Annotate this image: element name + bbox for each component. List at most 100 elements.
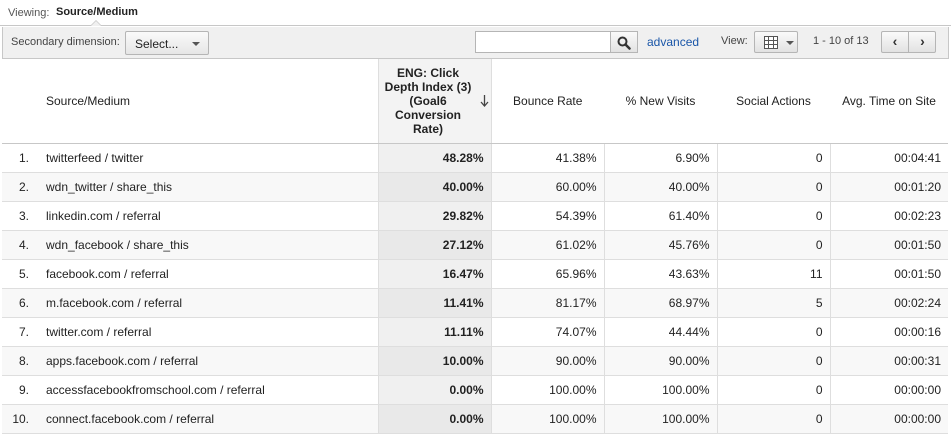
eng-click-depth-value: 11.41% <box>377 288 491 318</box>
social-actions-value: 0 <box>716 346 830 376</box>
header-source-medium[interactable]: Source/Medium <box>39 59 378 144</box>
viewing-caret-icon <box>90 20 102 26</box>
avg-time-value: 00:02:24 <box>829 288 948 318</box>
source-medium-link[interactable]: linkedin.com / referral <box>39 201 378 231</box>
table-row: 2. wdn_twitter / share_this 40.00% 60.00% 40… <box>2 172 948 202</box>
report-table: Source/Medium ENG: Click Depth Index (3)… <box>2 59 948 434</box>
bounce-rate-value: 81.17% <box>490 288 604 318</box>
social-actions-value: 0 <box>716 317 830 347</box>
table-row: 4. wdn_facebook / share_this 27.12% 61.02% 4… <box>2 230 948 260</box>
avg-time-value: 00:01:50 <box>829 259 948 289</box>
eng-click-depth-value: 0.00% <box>377 404 491 434</box>
table-row: 5. facebook.com / referral 16.47% 65.96% 43.… <box>2 259 948 289</box>
header-bounce-rate[interactable]: Bounce Rate <box>491 59 604 144</box>
avg-time-value: 00:01:50 <box>829 230 948 260</box>
viewing-label: Viewing: <box>8 7 50 19</box>
row-index: 7. <box>2 317 39 347</box>
source-medium-link[interactable]: facebook.com / referral <box>39 259 378 289</box>
social-actions-value: 5 <box>716 288 830 318</box>
new-visits-value: 40.00% <box>603 172 717 202</box>
bounce-rate-value: 60.00% <box>490 172 604 202</box>
new-visits-value: 61.40% <box>603 201 717 231</box>
table-toolbar: Secondary dimension: Select... advanced … <box>2 27 949 59</box>
chevron-down-icon <box>786 41 794 45</box>
secondary-dimension-label: Secondary dimension: <box>11 36 120 48</box>
new-visits-value: 100.00% <box>603 404 717 434</box>
sort-descending-icon <box>480 94 489 107</box>
header-eng-click-depth[interactable]: ENG: Click Depth Index (3) (Goal6 Conver… <box>377 59 492 144</box>
advanced-filter-link[interactable]: advanced <box>647 35 700 49</box>
viewing-bar: Viewing: Source/Medium <box>0 0 951 26</box>
avg-time-value: 00:00:31 <box>829 346 948 376</box>
new-visits-value: 100.00% <box>603 375 717 405</box>
pagination-range: 1 - 10 of 13 <box>813 35 869 47</box>
source-medium-link[interactable]: twitter.com / referral <box>39 317 378 347</box>
table-row: 6. m.facebook.com / referral 11.41% 81.17% 6… <box>2 288 948 318</box>
row-index: 2. <box>2 172 39 202</box>
table-search-input[interactable] <box>475 31 611 53</box>
social-actions-value: 0 <box>716 172 830 202</box>
eng-click-depth-value: 0.00% <box>377 375 491 405</box>
table-row: 7. twitter.com / referral 11.11% 74.07% 44.4… <box>2 317 948 347</box>
secondary-dimension-select[interactable]: Select... <box>125 31 209 55</box>
new-visits-value: 90.00% <box>603 346 717 376</box>
bounce-rate-value: 100.00% <box>490 404 604 434</box>
source-medium-link[interactable]: twitterfeed / twitter <box>39 143 378 173</box>
secondary-dimension-select-label: Select... <box>135 37 179 51</box>
table-row: 9. accessfacebookfromschool.com / referra… <box>2 375 948 405</box>
view-type-button[interactable] <box>754 31 798 53</box>
eng-click-depth-value: 10.00% <box>377 346 491 376</box>
row-index: 5. <box>2 259 39 289</box>
source-medium-link[interactable]: apps.facebook.com / referral <box>39 346 378 376</box>
new-visits-value: 45.76% <box>603 230 717 260</box>
new-visits-value: 43.63% <box>603 259 717 289</box>
new-visits-value: 6.90% <box>603 143 717 173</box>
pagination-controls: ‹ › <box>881 31 936 53</box>
table-row: 1. twitterfeed / twitter 48.28% 41.38% 6.90%… <box>2 143 948 173</box>
table-row: 8. apps.facebook.com / referral 10.00% 90.0… <box>2 346 948 376</box>
row-index: 8. <box>2 346 39 376</box>
bounce-rate-value: 90.00% <box>490 346 604 376</box>
social-actions-value: 0 <box>716 375 830 405</box>
bounce-rate-value: 74.07% <box>490 317 604 347</box>
header-index <box>2 59 39 144</box>
social-actions-value: 0 <box>716 201 830 231</box>
new-visits-value: 44.44% <box>603 317 717 347</box>
eng-click-depth-value: 16.47% <box>377 259 491 289</box>
chevron-down-icon <box>192 42 200 46</box>
avg-time-value: 00:01:20 <box>829 172 948 202</box>
bounce-rate-value: 41.38% <box>490 143 604 173</box>
social-actions-value: 0 <box>716 143 830 173</box>
eng-click-depth-value: 40.00% <box>377 172 491 202</box>
row-index: 1. <box>2 143 39 173</box>
row-index: 9. <box>2 375 39 405</box>
bounce-rate-value: 54.39% <box>490 201 604 231</box>
row-index: 3. <box>2 201 39 231</box>
social-actions-value: 0 <box>716 404 830 434</box>
table-header-row: Source/Medium ENG: Click Depth Index (3)… <box>2 59 948 144</box>
header-avg-time[interactable]: Avg. Time on Site <box>830 59 948 144</box>
source-medium-link[interactable]: connect.facebook.com / referral <box>39 404 378 434</box>
viewing-dimension-tab[interactable]: Source/Medium <box>56 6 138 18</box>
previous-page-button[interactable]: ‹ <box>882 32 909 52</box>
header-social-actions[interactable]: Social Actions <box>717 59 830 144</box>
header-new-visits[interactable]: % New Visits <box>604 59 717 144</box>
search-button[interactable] <box>611 31 638 53</box>
source-medium-link[interactable]: wdn_twitter / share_this <box>39 172 378 202</box>
table-row: 3. linkedin.com / referral 29.82% 54.39% 61.… <box>2 201 948 231</box>
source-medium-link[interactable]: m.facebook.com / referral <box>39 288 378 318</box>
header-eng-label: ENG: Click Depth Index (3) (Goal6 Conver… <box>384 65 472 136</box>
eng-click-depth-value: 29.82% <box>377 201 491 231</box>
bounce-rate-value: 100.00% <box>490 375 604 405</box>
source-medium-link[interactable]: accessfacebookfromschool.com / referral <box>39 375 378 405</box>
bounce-rate-value: 61.02% <box>490 230 604 260</box>
bounce-rate-value: 65.96% <box>490 259 604 289</box>
table-grid-icon <box>764 36 778 49</box>
source-medium-link[interactable]: wdn_facebook / share_this <box>39 230 378 260</box>
eng-click-depth-value: 11.11% <box>377 317 491 347</box>
eng-click-depth-value: 27.12% <box>377 230 491 260</box>
row-index: 4. <box>2 230 39 260</box>
table-row: 10. connect.facebook.com / referral 0.00% 1… <box>2 404 948 434</box>
new-visits-value: 68.97% <box>603 288 717 318</box>
next-page-button[interactable]: › <box>920 33 925 49</box>
